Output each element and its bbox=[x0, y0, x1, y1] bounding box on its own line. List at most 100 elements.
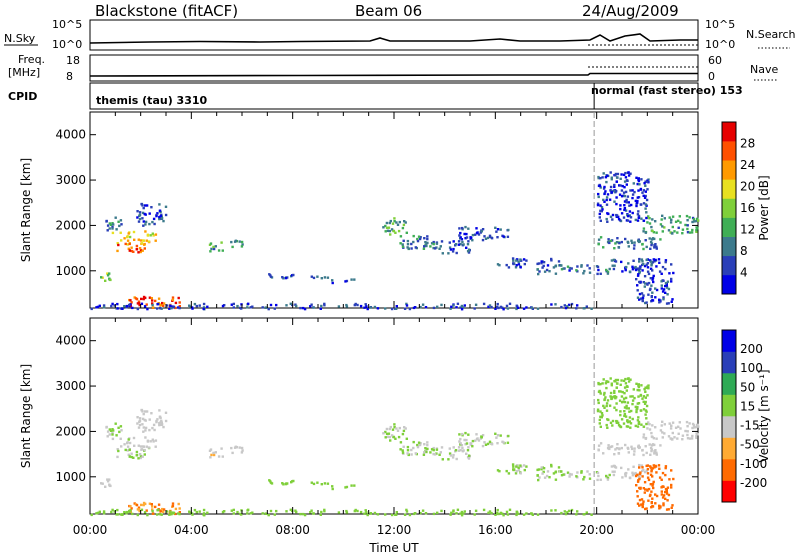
power-cell-region-20 bbox=[522, 307, 526, 310]
power-colorbar-cells bbox=[722, 122, 736, 295]
vel-cell-region-13 bbox=[525, 465, 528, 468]
power-cell-region-18 bbox=[642, 189, 646, 192]
power-cell-region-21 bbox=[638, 271, 641, 275]
vel-cell-region-21 bbox=[644, 488, 647, 491]
power-cell-region-19 bbox=[136, 302, 140, 305]
vel-cell-region-20 bbox=[121, 513, 124, 516]
power-cell-region-18 bbox=[644, 180, 647, 183]
power-cell-region-17 bbox=[663, 217, 666, 220]
vel-cell-region-10 bbox=[424, 447, 427, 450]
vel-cell-region-14 bbox=[582, 478, 585, 481]
power-cell-region-17 bbox=[654, 220, 657, 223]
power-cell-region-18 bbox=[624, 176, 628, 179]
power-cell-region-20 bbox=[405, 302, 408, 306]
vel-cell-region-19 bbox=[177, 502, 180, 506]
vel-cell-region-17 bbox=[686, 425, 689, 428]
power-cell-region-17 bbox=[669, 221, 673, 224]
vel-cell-region-20 bbox=[269, 509, 273, 513]
vel-cell-region-11 bbox=[448, 447, 451, 450]
power-cell-region-20 bbox=[460, 308, 464, 311]
power-cell-region-18 bbox=[605, 203, 609, 206]
power-cell-region-0 bbox=[108, 272, 111, 275]
vel-cell-region-19 bbox=[171, 504, 175, 508]
power-cell-region-19 bbox=[154, 299, 157, 303]
power-cell-region-12 bbox=[475, 232, 479, 235]
vel-cell-region-14 bbox=[606, 476, 610, 480]
power-cell-region-18 bbox=[601, 208, 604, 211]
vel-cell-region-20 bbox=[560, 511, 563, 515]
power-cell-region-21 bbox=[649, 267, 653, 270]
vel-cell-region-9 bbox=[397, 435, 401, 439]
vel-cell-region-18 bbox=[644, 386, 647, 389]
vel-cell-region-21 bbox=[652, 480, 655, 484]
power-cell-region-17 bbox=[651, 229, 654, 233]
power-cell-region-18 bbox=[626, 219, 630, 222]
power-cell-region-20 bbox=[516, 306, 520, 309]
vel-cell-region-18 bbox=[625, 407, 628, 410]
power-cell-region-17 bbox=[695, 219, 698, 223]
vel-cell-region-18 bbox=[631, 399, 635, 402]
vel-cell-region-18 bbox=[615, 396, 618, 399]
vel-cell-region-4 bbox=[159, 420, 162, 424]
power-cell-region-18 bbox=[620, 195, 624, 198]
vel-cell-region-4 bbox=[141, 423, 144, 426]
vel-cell-region-20 bbox=[202, 513, 205, 517]
power-cell-region-14 bbox=[554, 272, 558, 275]
power-cell-region-20 bbox=[116, 307, 119, 310]
vel-cell-region-15 bbox=[620, 446, 623, 450]
vel-cell-region-18 bbox=[632, 388, 635, 391]
vel-cell-region-20 bbox=[96, 511, 100, 515]
vel-cell-region-21 bbox=[650, 470, 653, 473]
power-cell-region-20 bbox=[267, 307, 270, 311]
power-cell-region-20 bbox=[366, 307, 369, 311]
power-cell-region-13 bbox=[540, 262, 543, 265]
power-cell-region-16 bbox=[612, 267, 616, 271]
vel-cell-region-15 bbox=[649, 453, 652, 456]
vel-cell-region-9 bbox=[385, 427, 389, 431]
power-cell-region-4 bbox=[140, 202, 143, 206]
vel-cell-region-19 bbox=[178, 507, 181, 510]
vel-cell-region-21 bbox=[654, 464, 657, 468]
power-cell-region-17 bbox=[648, 217, 651, 220]
power-cell-region-17 bbox=[688, 231, 692, 234]
vel-cell-region-15 bbox=[655, 451, 658, 454]
power-cell-region-14 bbox=[576, 265, 579, 268]
power-cell-region-21 bbox=[665, 284, 668, 287]
vel-cell-region-14 bbox=[559, 470, 563, 473]
power-cell-region-21 bbox=[650, 284, 653, 287]
vel-cell-region-17 bbox=[660, 424, 663, 427]
power-cell-region-12 bbox=[484, 237, 488, 240]
vel-cell-region-14 bbox=[608, 473, 611, 477]
power-cell-region-20 bbox=[312, 306, 315, 309]
vel-cell-region-12 bbox=[465, 442, 469, 445]
power-cell-region-20 bbox=[289, 302, 292, 305]
power-cell-region-3 bbox=[135, 244, 139, 248]
power-cell-region-18 bbox=[629, 172, 632, 175]
vel-cell-region-10 bbox=[426, 441, 429, 444]
freq-frame bbox=[89, 54, 699, 82]
vel-cell-region-13 bbox=[505, 469, 508, 473]
vel-cell-region-18 bbox=[623, 392, 626, 395]
vel-cell-region-21 bbox=[662, 504, 665, 507]
power-cell-region-17 bbox=[661, 230, 664, 233]
power-cell-region-12 bbox=[481, 238, 485, 242]
cpid-frame bbox=[89, 82, 699, 110]
power-cell-region-20 bbox=[353, 303, 356, 307]
power-cell-region-21 bbox=[670, 300, 673, 303]
power-cell-region-21 bbox=[651, 276, 655, 280]
vel-cell-region-2 bbox=[116, 448, 119, 451]
vel-cell-region-13 bbox=[536, 468, 539, 472]
vel-cell-region-21 bbox=[668, 478, 671, 481]
vel-cell-region-16 bbox=[624, 474, 627, 478]
power-cell-region-21 bbox=[646, 266, 650, 269]
vel-cell-region-3 bbox=[132, 456, 135, 459]
power-colorbar-tick-label: 24 bbox=[740, 158, 755, 172]
power-cell-region-20 bbox=[188, 304, 191, 307]
power-cell-region-2 bbox=[133, 238, 136, 241]
power-cell-region-21 bbox=[660, 272, 663, 275]
vel-cell-region-17 bbox=[669, 427, 673, 430]
power-cell-region-21 bbox=[667, 287, 671, 291]
vel-cell-region-20 bbox=[515, 513, 518, 517]
vel-cell-region-10 bbox=[426, 447, 429, 451]
power-cell-region-18 bbox=[637, 216, 640, 219]
